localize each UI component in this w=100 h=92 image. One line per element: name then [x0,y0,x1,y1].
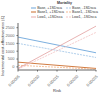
html-text:Base1, +1SDsca: Base1, +1SDsca [37,10,64,14]
svg-text:0.00010: 0.00010 [27,73,41,87]
svg-text:2500: 2500 [8,25,15,30]
svg-text:0.00005: 0.00005 [8,73,21,87]
svg-text:0.00015: 0.00015 [46,73,60,87]
svg-text:2000: 2000 [8,33,15,38]
html-text:Base, +1SDsca: Base, +1SDsca [37,5,62,10]
html-text:Low1, -1SDsca: Low1, -1SDsca [72,14,97,19]
html-text:Incremental cost-effectiveness: Incremental cost-effectiveness (£) [0,16,5,76]
svg-text:Risk: Risk [53,88,61,92]
svg-text:0: 0 [12,64,15,69]
html-text:Low1, +1SDsca: Low1, +1SDsca [37,14,63,19]
html-text:Base1, -1SDsca: Base1, -1SDsca [72,10,98,14]
html-text:Mortality: Mortality [57,1,73,5]
svg-text:0.00020: 0.00020 [66,73,80,87]
svg-text:1000: 1000 [8,49,15,54]
svg-text:500: 500 [8,56,15,61]
svg-text:0.00025: 0.00025 [85,73,92,87]
html-text:Base, -1SDsca: Base, -1SDsca [72,5,96,10]
svg-text:1500: 1500 [8,41,15,46]
